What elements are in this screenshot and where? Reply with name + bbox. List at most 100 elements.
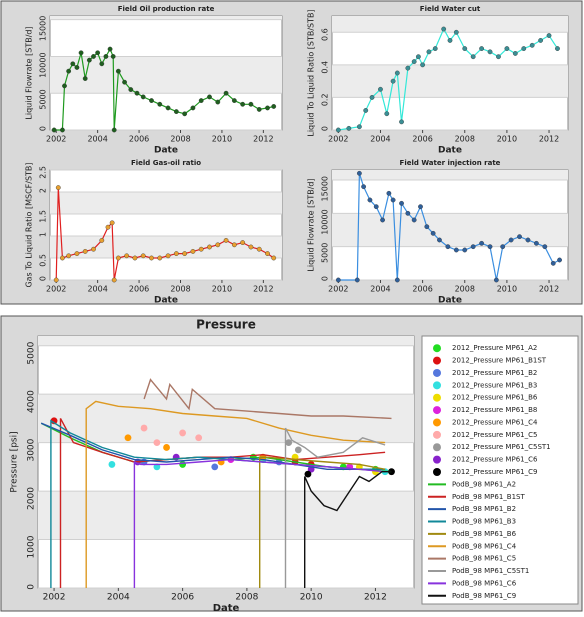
data-point <box>399 119 404 125</box>
y-tick-label: 15000 <box>321 176 330 201</box>
x-tick-label: 2010 <box>212 135 232 144</box>
x-tick-label: 2006 <box>129 135 149 144</box>
legend-swatch <box>433 443 441 452</box>
data-point <box>153 439 161 447</box>
data-point <box>198 246 204 252</box>
grid-band <box>332 170 568 180</box>
y-axis-label: Liquid Flowrate [STB/d] <box>25 26 34 119</box>
data-point <box>74 251 80 257</box>
y-axis-label: Liquid Flowrate [STB/d] <box>307 178 316 271</box>
data-point <box>223 237 229 243</box>
data-point <box>462 247 468 253</box>
data-point <box>271 104 277 109</box>
data-point <box>557 257 562 263</box>
data-point <box>411 59 417 64</box>
legend-label: 2012_Pressure MP61_C5ST1 <box>452 443 551 451</box>
data-point <box>207 94 212 100</box>
x-tick-label: 2012 <box>539 135 559 144</box>
legend-label: 2012_Pressure MP61_B3 <box>452 381 537 389</box>
data-point <box>361 184 367 190</box>
y-tick-label: 2.5 <box>39 166 48 179</box>
data-point <box>256 246 262 252</box>
grid-band <box>38 394 414 443</box>
data-point <box>182 111 188 117</box>
data-point <box>211 463 219 471</box>
y-tick-label: 1.5 <box>39 210 48 223</box>
data-point <box>190 105 196 111</box>
series-line <box>259 456 386 588</box>
data-point <box>538 38 544 43</box>
x-tick-label: 2010 <box>300 593 323 603</box>
x-tick-label: 2004 <box>370 135 390 144</box>
grid-band <box>50 192 282 214</box>
x-tick-label: 2006 <box>171 593 194 603</box>
data-point <box>479 240 485 246</box>
x-tick-label: 2002 <box>328 285 348 294</box>
legend-swatch <box>433 406 441 415</box>
legend-label: PodB_98 MP61_B3 <box>452 518 516 526</box>
data-point <box>86 57 92 63</box>
legend-swatch <box>433 418 441 427</box>
legend-label: 2012_Pressure MP61_B8 <box>452 406 537 414</box>
data-point <box>418 204 423 210</box>
series-line <box>133 458 386 588</box>
data-point <box>533 240 539 246</box>
data-point <box>453 29 459 35</box>
x-axis-label: Date <box>213 603 240 613</box>
data-point <box>521 46 527 51</box>
y-tick-label: 2000 <box>27 487 37 510</box>
y-tick-label: 5000 <box>321 243 330 263</box>
data-point <box>140 424 148 432</box>
data-point <box>363 108 369 113</box>
series-line <box>143 378 392 420</box>
y-axis-label: Pressure [psi] <box>10 431 20 492</box>
data-point <box>508 237 514 243</box>
grid-band <box>332 64 568 98</box>
data-point <box>198 98 204 103</box>
data-point <box>248 101 254 107</box>
data-point <box>109 220 115 226</box>
data-point <box>415 54 421 60</box>
data-point <box>179 461 187 468</box>
data-point <box>149 98 154 103</box>
data-point <box>108 461 116 468</box>
y-tick-label: 3000 <box>27 438 37 461</box>
data-point <box>529 42 535 48</box>
data-point <box>240 240 246 246</box>
data-point <box>157 255 163 261</box>
legend-label: 2012_Pressure MP61_C6 <box>452 456 538 464</box>
legend-label: 2012_Pressure MP61_B6 <box>452 394 538 402</box>
legend-label: PodB_98 MP61_B2 <box>452 505 516 513</box>
data-point <box>173 109 179 115</box>
x-tick-label: 2012 <box>253 135 273 144</box>
data-point <box>542 244 548 250</box>
data-point <box>437 237 442 243</box>
x-tick-label: 2010 <box>212 285 232 294</box>
data-point <box>294 446 302 454</box>
data-point <box>111 127 117 133</box>
x-axis-label: Date <box>438 296 462 306</box>
legend-swatch <box>433 393 441 402</box>
data-point <box>470 54 476 60</box>
data-point <box>432 46 438 51</box>
data-point <box>367 197 373 203</box>
x-tick-label: 2012 <box>539 285 559 294</box>
x-tick-label: 2008 <box>170 135 190 144</box>
x-axis-label: Date <box>154 296 178 306</box>
x-tick-label: 2010 <box>497 285 517 294</box>
data-point <box>207 244 212 250</box>
legend-label: PodB_98 MP61_B6 <box>452 530 517 538</box>
data-point <box>546 33 552 38</box>
data-point <box>550 260 556 266</box>
chart-title: Field Water cut <box>420 5 481 13</box>
data-point <box>240 101 246 107</box>
data-point <box>190 248 196 254</box>
data-point <box>430 230 436 236</box>
data-point <box>165 105 171 111</box>
y-axis-label: Gas To Liquid Ratio [MSCF/STB] <box>25 162 34 287</box>
x-tick-label: 2006 <box>412 285 432 294</box>
legend-label: PodB_98 MP61_B1ST <box>452 493 525 501</box>
legend-swatch <box>433 455 441 464</box>
data-point <box>91 54 96 59</box>
data-point <box>441 26 447 32</box>
